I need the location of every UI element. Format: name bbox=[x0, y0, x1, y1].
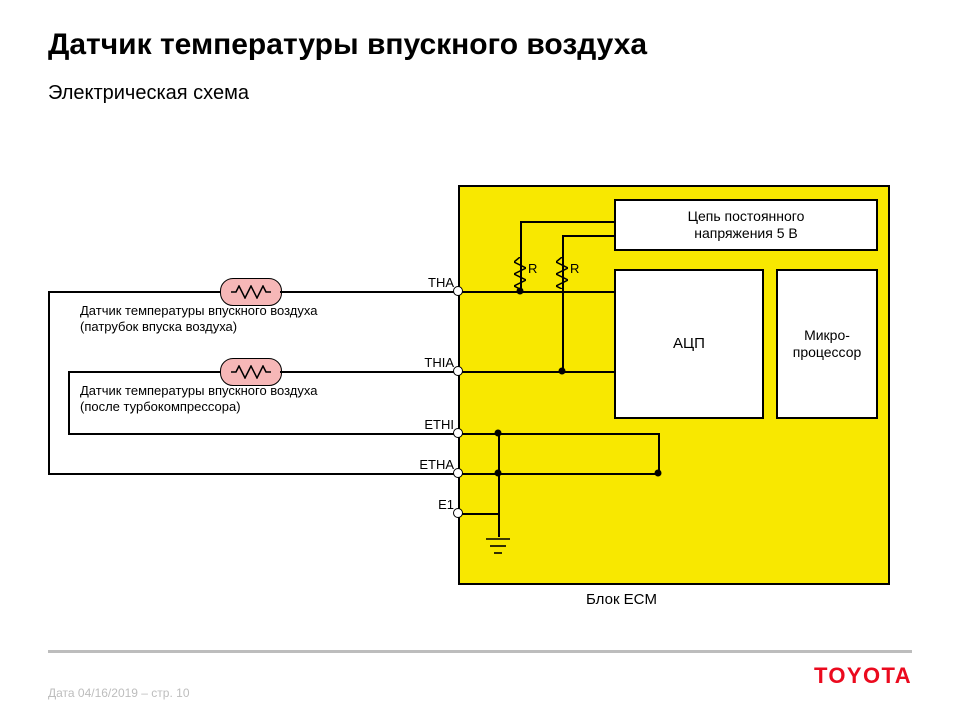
diagram-canvas: Блок ECM Цепь постоянного напряжения 5 В… bbox=[48, 165, 890, 605]
wire bbox=[48, 291, 220, 293]
junction-dot bbox=[655, 470, 662, 477]
resistor-2-label: R bbox=[570, 261, 579, 276]
wire bbox=[520, 221, 522, 257]
wire bbox=[458, 473, 658, 475]
mcu-box: Микро- процессор bbox=[776, 269, 878, 419]
wire bbox=[520, 251, 522, 291]
wire bbox=[68, 371, 220, 373]
terminal-dot bbox=[453, 286, 463, 296]
terminal-dot bbox=[453, 468, 463, 478]
junction-dot bbox=[495, 430, 502, 437]
sensor-1-label: Датчик температуры впускного воздуха (па… bbox=[80, 303, 317, 336]
sensor-1 bbox=[220, 278, 282, 306]
ecm-label: Блок ECM bbox=[586, 591, 657, 608]
footer-date: Дата 04/16/2019 – стр. 10 bbox=[48, 686, 190, 700]
footer-rule bbox=[48, 650, 912, 653]
wire bbox=[458, 513, 498, 515]
wire bbox=[48, 473, 458, 475]
cv-box: Цепь постоянного напряжения 5 В bbox=[614, 199, 878, 251]
pin-thia: THIA bbox=[416, 355, 454, 370]
terminal-dot bbox=[453, 428, 463, 438]
adc-box: АЦП bbox=[614, 269, 764, 419]
wire bbox=[562, 235, 615, 237]
pin-e1: E1 bbox=[428, 497, 454, 512]
wire bbox=[458, 433, 658, 435]
wire bbox=[562, 251, 564, 371]
brand-logo: TOYOTA bbox=[814, 663, 912, 689]
wire bbox=[68, 371, 70, 433]
sensor-2 bbox=[220, 358, 282, 386]
junction-dot bbox=[559, 368, 566, 375]
terminal-dot bbox=[453, 366, 463, 376]
pin-tha: THA bbox=[416, 275, 454, 290]
wire bbox=[48, 291, 50, 473]
page-title: Датчик температуры впускного воздуха bbox=[48, 28, 647, 62]
wire bbox=[68, 433, 458, 435]
wire bbox=[498, 433, 500, 537]
wire bbox=[658, 433, 660, 473]
wire bbox=[458, 291, 614, 293]
wire bbox=[280, 371, 458, 373]
pin-ethi: ETHI bbox=[416, 417, 454, 432]
wire bbox=[520, 221, 615, 223]
wire bbox=[280, 291, 458, 293]
pin-etha: ETHA bbox=[408, 457, 454, 472]
ground-icon bbox=[486, 537, 510, 564]
junction-dot bbox=[517, 288, 524, 295]
terminal-dot bbox=[453, 508, 463, 518]
wire bbox=[562, 235, 564, 257]
wire bbox=[458, 371, 614, 373]
junction-dot bbox=[495, 470, 502, 477]
page-subtitle: Электрическая схема bbox=[48, 82, 249, 105]
sensor-2-label: Датчик температуры впускного воздуха (по… bbox=[80, 383, 317, 416]
resistor-1-label: R bbox=[528, 261, 537, 276]
